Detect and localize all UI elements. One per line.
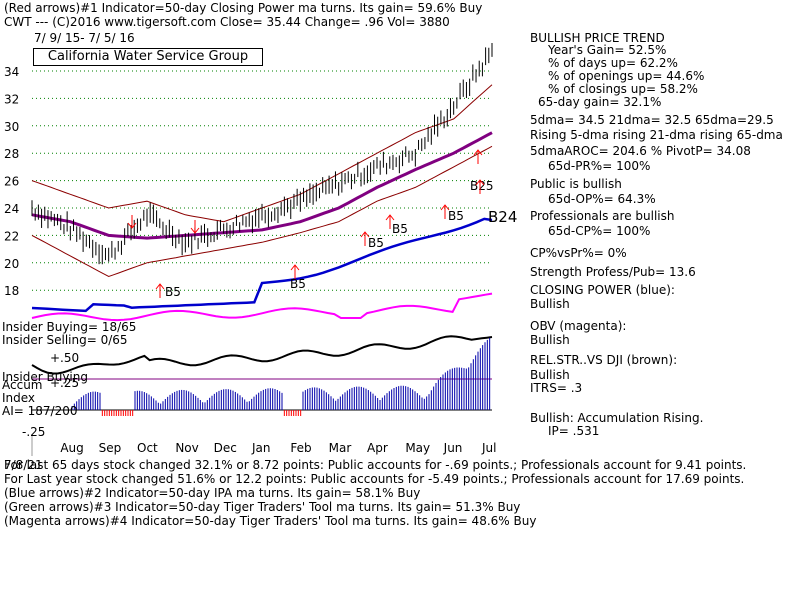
x-tick-label: Jul — [481, 441, 496, 455]
ma65-line — [31, 131, 493, 240]
obv-line — [31, 292, 493, 322]
lower-band-line — [31, 145, 493, 278]
x-tick-label: Dec — [214, 441, 237, 455]
y-tick-label: 24 — [4, 202, 19, 216]
y-tick-label: 22 — [4, 229, 19, 243]
signal-arrow-head — [475, 179, 485, 186]
itrs-value: ITRS= .3 — [530, 381, 583, 395]
y-tick-label: 18 — [4, 284, 19, 298]
gain-65: 65-day gain= 32.1% — [538, 95, 662, 109]
x-tick-label: Jun — [443, 441, 463, 455]
accum-tick-label: -.25 — [22, 425, 45, 439]
x-tick-label: Nov — [175, 441, 198, 455]
years-gain: Year's Gain= 52.5% — [548, 43, 667, 57]
trend-title: BULLISH PRICE TREND — [530, 31, 665, 45]
x-tick-label: May — [405, 441, 430, 455]
openings-up: % of openings up= 44.6% — [548, 69, 705, 83]
footer-magenta-arrows: (Magenta arrows)#4 Indicator=50-day Tige… — [4, 514, 537, 528]
accum-tick-label: +.50 — [50, 351, 79, 365]
signal-arrow-head — [290, 264, 300, 271]
cp-65: 65d-CP%= 100% — [548, 224, 651, 238]
signal-arrow-head — [360, 231, 370, 238]
sell-arrow — [190, 220, 200, 234]
date-range: 7/ 9/ 15- 7/ 5/ 16 — [34, 31, 135, 45]
x-tick-label: Mar — [329, 441, 352, 455]
footer-65day: For last 65 days stock changed 32.1% or … — [4, 458, 747, 472]
insider-selling: Insider Selling= 0/65 — [2, 333, 128, 347]
signal-label: B5 — [448, 209, 464, 223]
dma-values: 5dma= 34.5 21dma= 32.5 65dma=29.5 — [530, 113, 774, 127]
index-label: Index — [2, 391, 36, 405]
signal-label: B25 — [470, 179, 494, 193]
x-tick-label: Oct — [137, 441, 158, 455]
closing-power-label: CLOSING POWER (blue): — [530, 283, 675, 297]
relstr-status: Bullish — [530, 368, 570, 382]
op-65: 65d-OP%= 64.3% — [548, 192, 656, 206]
header-indicator1: (Red arrows)#1 Indicator=50-day Closing … — [4, 1, 483, 15]
x-tick-label: Feb — [290, 441, 311, 455]
y-tick-label: 26 — [4, 175, 19, 189]
obv-status: Bullish — [530, 333, 570, 347]
signal-label: B5 — [290, 277, 306, 291]
insider-buying-2: Insider Buying — [2, 370, 88, 384]
public-status: Public is bullish — [530, 177, 622, 191]
signal-label: B5 — [368, 236, 384, 250]
accum-label: Accum — [2, 378, 43, 392]
aroc-pivot: 5dmaAROC= 204.6 % PivotP= 34.08 — [530, 144, 751, 158]
footer-blue-arrows: (Blue arrows)#2 Indicator=50-day IPA ma … — [4, 486, 421, 500]
sell-arrow — [127, 215, 137, 229]
x-tick-label: Sep — [99, 441, 122, 455]
obv-label: OBV (magenta): — [530, 319, 627, 333]
ip-value: IP= .531 — [548, 424, 600, 438]
y-tick-label: 34 — [4, 65, 19, 79]
signal-arrow-head — [385, 214, 395, 221]
upper-band-line — [31, 84, 493, 223]
signal-label: B5 — [165, 285, 181, 299]
signal-label: B5 — [392, 222, 408, 236]
x-tick-label: Apr — [367, 441, 388, 455]
company-name-box: California Water Service Group — [33, 48, 263, 66]
closings-up: % of closings up= 58.2% — [548, 82, 698, 96]
pr-65: 65d-PR%= 100% — [548, 159, 651, 173]
footer-year: For Last year stock changed 51.6% or 12.… — [4, 472, 745, 486]
signal-arrow-head — [473, 149, 483, 156]
rising-dmas: Rising 5-dma rising 21-dma rising 65-dma — [530, 128, 783, 142]
insider-buying: Insider Buying= 18/65 — [2, 320, 137, 334]
closing-power-status: Bullish — [530, 297, 570, 311]
strength-ratio: Strength Profess/Pub= 13.6 — [530, 265, 696, 279]
professionals-status: Professionals are bullish — [530, 209, 675, 223]
footer-overlay-date: 7/8/21 — [4, 458, 43, 472]
accum-tick-label: +.25 — [50, 376, 79, 390]
y-tick-label: 28 — [4, 147, 19, 161]
header-quote: CWT --- (C)2016 www.tigersoft.com Close=… — [4, 15, 450, 29]
footer-green-arrows: (Green arrows)#3 Indicator=50-day Tiger … — [4, 500, 521, 514]
signal-arrow-head — [440, 204, 450, 211]
signal-label: B24 — [488, 208, 517, 226]
y-tick-label: 30 — [4, 120, 19, 134]
closing-power-line — [31, 217, 493, 313]
x-tick-label: Aug — [60, 441, 83, 455]
days-up: % of days up= 62.2% — [548, 56, 678, 70]
relative-strength-line — [31, 335, 493, 375]
cp-vs-pr: CP%vsPr%= 0% — [530, 246, 627, 260]
x-tick-label: Jan — [251, 441, 271, 455]
relstr-label: REL.STR..VS DJI (brown): — [530, 353, 678, 367]
signal-arrow-head — [155, 283, 165, 290]
y-tick-label: 20 — [4, 257, 19, 271]
ai-value: AI= 187/200 — [2, 404, 78, 418]
accumulation-status: Bullish: Accumulation Rising. — [530, 411, 704, 425]
y-tick-label: 32 — [4, 92, 19, 106]
